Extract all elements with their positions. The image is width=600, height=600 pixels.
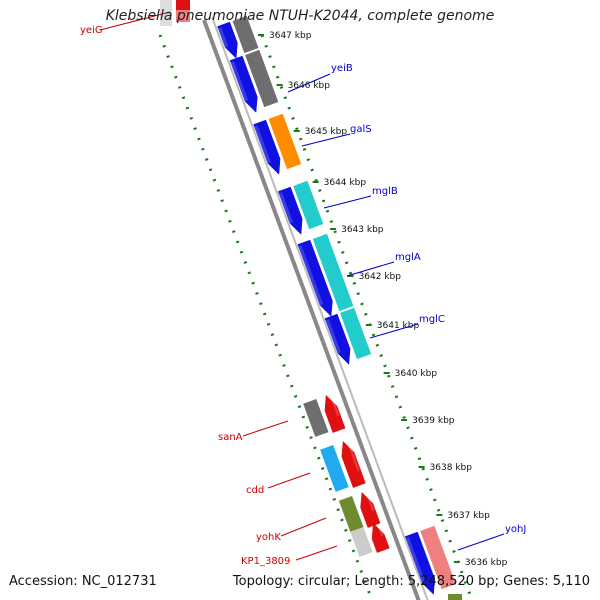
- forward-cog-block-7: [420, 525, 456, 590]
- forward-cds-4: [277, 186, 303, 235]
- forward-cds-7-highlight: [405, 537, 426, 584]
- reverse-cds-3-highlight: [365, 492, 375, 512]
- reverse-cds-1-shape: [324, 394, 346, 433]
- gc-track-right: [260, 34, 474, 600]
- gene-leader-line-yeib: [287, 73, 331, 93]
- gene-label-kp1_3809: KP1_3809: [241, 556, 290, 567]
- forward-cog-block-4: [293, 180, 324, 230]
- reverse-cds-4: [371, 522, 390, 553]
- forward-cds-1: [217, 21, 238, 59]
- gene-leader-line-mgla: [346, 261, 395, 277]
- forward-cds-5-shape: [297, 239, 333, 317]
- forward-cog-block-6: [340, 307, 372, 360]
- scale-tick-label-11: 3637 kbp: [447, 511, 490, 521]
- gene-label-cdd: cdd: [246, 485, 264, 496]
- forward-cds-3-highlight: [253, 125, 271, 164]
- forward-cds-2-highlight: [229, 61, 249, 102]
- reverse-cds-2-shape: [341, 440, 366, 488]
- gene-leader-line-mglc: [369, 323, 419, 339]
- accession-label: Accession: NC_012731: [9, 574, 157, 589]
- gene-label-sana: sanA: [218, 432, 243, 443]
- reverse-cds-2: [341, 440, 366, 488]
- reverse-cog-block-4: [350, 527, 373, 557]
- scale-tick-label-4: 3644 kbp: [324, 178, 367, 188]
- reverse-cog-block-2: [320, 445, 349, 492]
- backbone-outer-line: [202, 19, 421, 600]
- forward-cds-7: [404, 531, 435, 595]
- gene-leader-line-kp1_3809: [295, 545, 338, 561]
- forward-cds-5-highlight: [297, 245, 324, 306]
- forward-cog-block-5: [312, 233, 354, 312]
- gene-label-gals: galS: [350, 124, 372, 135]
- reverse-cog-block-3: [338, 496, 364, 532]
- scale-tick-label-3: 3645 kbp: [305, 127, 348, 137]
- forward-cds-7-shape: [404, 531, 435, 595]
- scale-tick-label-9: 3639 kbp: [412, 416, 455, 426]
- scale-tick-label-12: 3636 kbp: [465, 558, 508, 568]
- partial-feature-olive: [448, 594, 462, 600]
- forward-cds-3-shape: [253, 119, 281, 175]
- forward-cds-5: [297, 239, 333, 317]
- reverse-cds-1: [324, 394, 346, 433]
- backbone-inner-line: [211, 16, 429, 600]
- scale-tick-label-8: 3640 kbp: [395, 369, 438, 379]
- forward-cds-2: [229, 55, 258, 113]
- forward-cog-block-1: [232, 15, 259, 54]
- reverse-cds-2-highlight: [346, 441, 360, 472]
- forward-cds-3: [253, 119, 281, 175]
- forward-cog-block-2: [245, 49, 279, 108]
- reverse-cds-4-shape: [371, 522, 390, 553]
- forward-cds-4-shape: [277, 186, 303, 235]
- gene-leader-line-sana: [242, 420, 289, 437]
- gene-leader-line-yohk: [280, 517, 327, 537]
- gene-leader-line-yohj: [457, 533, 505, 551]
- gene-leader-line-gals: [301, 133, 351, 147]
- gene-label-yohk: yohK: [256, 532, 281, 543]
- reverse-cds-1-highlight: [329, 395, 340, 417]
- forward-cog-block-3: [268, 113, 302, 170]
- forward-cds-6: [324, 313, 351, 365]
- gene-leader-line-mglb: [323, 195, 372, 209]
- partial-feature-pink: [176, 10, 190, 22]
- forward-cds-1-highlight: [217, 27, 229, 48]
- forward-cds-6-highlight: [324, 319, 341, 354]
- forward-cds-4-highlight: [278, 192, 294, 224]
- gc-track-left: [158, 34, 374, 600]
- forward-cds-1-shape: [217, 21, 238, 59]
- reverse-cds-4-highlight: [377, 523, 384, 537]
- gene-label-mglc: mglC: [419, 314, 445, 325]
- gene-label-mgla: mglA: [395, 252, 421, 263]
- gene-leader-line-cdd: [267, 472, 311, 489]
- gene-label-yeib: yeiB: [331, 63, 353, 74]
- forward-cds-2-shape: [229, 55, 258, 113]
- scale-tick-label-1: 3647 kbp: [269, 31, 312, 41]
- gene-label-yeig: yeiG: [80, 25, 103, 36]
- gene-label-mglb: mglB: [372, 186, 398, 197]
- scale-tick-label-10: 3638 kbp: [430, 463, 473, 473]
- scale-tick-label-7: 3641 kbp: [377, 321, 420, 331]
- reverse-cds-3-shape: [360, 491, 381, 528]
- genome-summary-label: Topology: circular; Length: 5,248,520 bp…: [232, 574, 590, 589]
- scale-tick-label-6: 3642 kbp: [359, 272, 402, 282]
- reverse-cds-3: [360, 491, 381, 528]
- gene-leader-line-yeig: [99, 11, 171, 31]
- partial-feature-red: [176, 0, 190, 10]
- map-title: Klebsiella pneumoniae NTUH-K2044, comple…: [105, 8, 495, 24]
- forward-cds-6-shape: [324, 313, 351, 365]
- scale-tick-label-5: 3643 kbp: [341, 225, 384, 235]
- gene-label-yohj: yohJ: [505, 524, 526, 535]
- reverse-cog-block-1: [303, 399, 329, 437]
- scale-tick-label-2: 3646 kbp: [288, 81, 331, 91]
